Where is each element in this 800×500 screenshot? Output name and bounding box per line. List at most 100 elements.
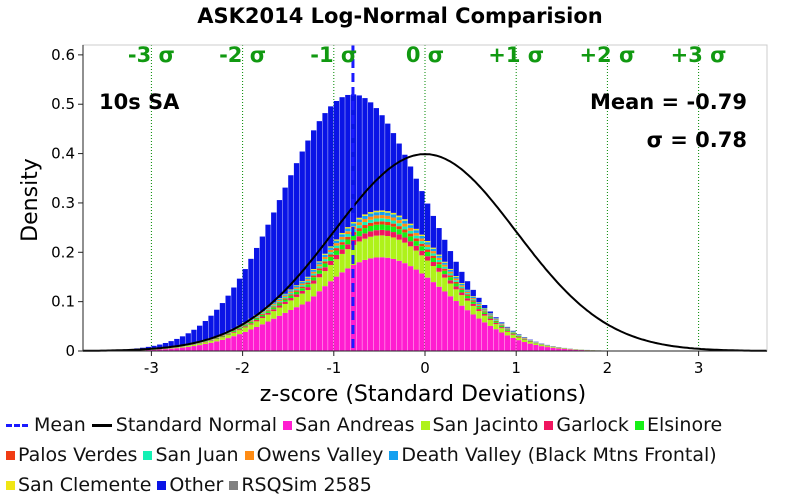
bar-segment <box>214 309 220 337</box>
bar-segment <box>362 233 368 239</box>
bar-segment <box>288 290 294 292</box>
sigma-labels: -3 σ -2 σ -1 σ 0 σ +1 σ +2 σ +3 σ <box>128 43 727 67</box>
bar-segment <box>174 338 180 347</box>
bar-segment <box>499 325 505 327</box>
bar-segment <box>425 256 431 261</box>
bar-segment <box>293 291 300 295</box>
bar-segment <box>476 306 482 308</box>
mean-swatch <box>6 423 28 427</box>
bar-segment <box>510 330 516 332</box>
bar-segment <box>373 212 379 216</box>
bar-segment <box>476 307 482 310</box>
bar-segment <box>453 278 459 281</box>
swatch <box>389 450 399 460</box>
legend-row-2: Palos Verdes San Juan Owens Valley Death… <box>6 444 723 466</box>
bar-segment <box>276 302 283 304</box>
bar-segment <box>328 254 334 257</box>
bar-segment <box>345 94 351 228</box>
bar-segment <box>402 219 408 221</box>
bar-segment <box>333 248 340 251</box>
legend-row-1: Mean Standard Normal San Andreas San Jac… <box>6 414 728 436</box>
bar-segment <box>504 335 511 351</box>
bar-segment <box>345 233 351 237</box>
bar-segment <box>476 297 482 303</box>
bar-segment <box>487 320 493 326</box>
bar-segment <box>322 267 328 272</box>
bar-segment <box>271 306 277 308</box>
bar-segment <box>236 278 243 326</box>
bar-segment <box>521 339 528 343</box>
bar-segment <box>339 236 345 240</box>
legend-item-rsqsim: RSQSim 2585 <box>229 474 372 496</box>
x-tick-label: 1 <box>511 359 521 377</box>
bar-segment <box>447 277 454 281</box>
bar-segment <box>151 345 157 350</box>
bar-segment <box>447 269 454 272</box>
bar-segment <box>476 302 482 303</box>
bar-segment <box>242 326 248 328</box>
bar-segment <box>305 289 311 302</box>
bar-segment <box>516 337 522 341</box>
bar-segment <box>539 346 545 351</box>
period-label: 10s SA <box>99 90 180 114</box>
bar-segment <box>407 227 414 231</box>
bar-segment <box>276 299 283 302</box>
bar-segment <box>339 244 345 250</box>
bar-segment <box>464 289 471 291</box>
bar-segment <box>373 257 379 351</box>
bar-segment <box>464 300 471 311</box>
bar-segment <box>288 294 294 296</box>
swatch <box>420 420 430 430</box>
bar-segment <box>356 228 362 232</box>
bar-segment <box>430 255 436 258</box>
x-tick-label: 2 <box>603 359 613 377</box>
bar-segment <box>299 151 305 282</box>
bar-segment <box>407 246 414 267</box>
bar-segment <box>162 349 169 351</box>
bar-segment <box>271 318 277 351</box>
bar-segment <box>482 322 488 351</box>
legend-label: San Jacinto <box>432 414 539 436</box>
bar-segment <box>493 329 499 351</box>
bar-segment <box>379 235 385 258</box>
bar-segment <box>311 275 317 278</box>
bar-segment <box>407 225 414 228</box>
bar-segment <box>550 347 556 351</box>
bar-segment <box>413 232 419 236</box>
bar-segment <box>390 214 397 218</box>
bar-segment <box>464 291 471 294</box>
bar-segment <box>373 230 379 236</box>
bar-segment <box>430 262 436 267</box>
bar-segment <box>265 309 271 311</box>
bar-segment <box>179 336 186 346</box>
bar-segment <box>453 301 459 351</box>
bar-segment <box>311 273 317 276</box>
bar-segment <box>362 225 368 229</box>
bar-segment <box>470 296 476 299</box>
bar-segment <box>316 291 322 351</box>
bar-segment <box>396 220 402 224</box>
bar-segment <box>350 234 357 240</box>
bar-segment <box>191 329 197 344</box>
bar-segment <box>402 220 408 224</box>
bar-segment <box>390 220 397 224</box>
bar-segment <box>345 244 351 250</box>
bar-segment <box>379 224 385 230</box>
bar-segment <box>282 296 288 299</box>
bar-segment <box>276 200 283 299</box>
bar-segment <box>436 228 442 255</box>
bar-segment <box>293 285 300 286</box>
bar-segment <box>282 298 288 300</box>
bar-segment <box>339 242 345 245</box>
bar-segment <box>254 247 260 315</box>
bar-segment <box>442 239 448 262</box>
bar-segment <box>276 307 283 316</box>
bar-segment <box>168 348 174 351</box>
bar-segment <box>322 113 328 254</box>
bar-segment <box>521 338 528 340</box>
bar-segment <box>254 318 260 320</box>
bar-segment <box>470 301 476 304</box>
bar-segment <box>453 276 459 277</box>
bar-segment <box>322 286 328 351</box>
bar-segment <box>271 305 277 307</box>
